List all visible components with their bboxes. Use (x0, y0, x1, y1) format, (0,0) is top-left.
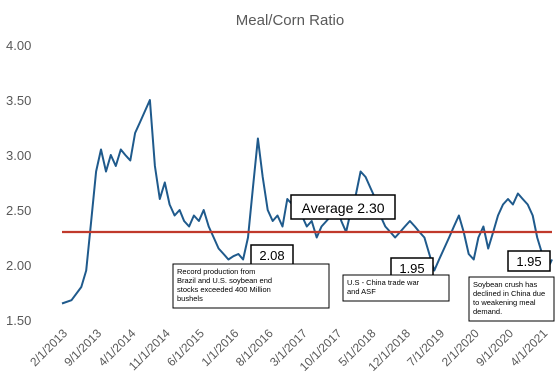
y-axis-ticks: 4.00 3.50 3.00 2.50 2.00 1.50 (6, 38, 31, 328)
annotation-note-box (342, 274, 450, 302)
annotation-value-label: 1.95 (516, 254, 541, 269)
y-tick-label: 3.50 (6, 93, 31, 108)
series-line (61, 99, 553, 305)
annotation-note-box (172, 263, 330, 309)
annotation-value-label: 2.08 (259, 248, 284, 263)
y-tick-label: 3.00 (6, 148, 31, 163)
annotation-layer: 2.08 Record production from Brazil and U.S… (172, 244, 555, 322)
x-axis-ticks: 2/1/20139/1/20134/1/201411/1/20146/1/201… (27, 326, 550, 374)
annotation-value-box (507, 250, 551, 272)
annotation-note: Record production from Brazil and U.S. so… (177, 267, 272, 303)
x-tick-label: 4/1/2021 (507, 326, 550, 369)
y-tick-label: 4.00 (6, 38, 31, 53)
reference-layer: Average 2.30 (62, 194, 552, 234)
annotation-note: Soybean crush has declined in China due to… (473, 280, 545, 316)
y-tick-label: 2.00 (6, 258, 31, 273)
chart-title: Meal/Corn Ratio (236, 12, 344, 29)
average-label-box (290, 194, 396, 220)
annotation-note-box (468, 276, 555, 322)
average-label: Average 2.30 (301, 200, 384, 216)
series-layer (61, 99, 553, 305)
y-tick-label: 2.50 (6, 203, 31, 218)
annotation-note: U.S - China trade war and ASF (347, 278, 420, 296)
annotation-value-label: 1.95 (399, 261, 424, 276)
y-tick-label: 1.50 (6, 313, 31, 328)
